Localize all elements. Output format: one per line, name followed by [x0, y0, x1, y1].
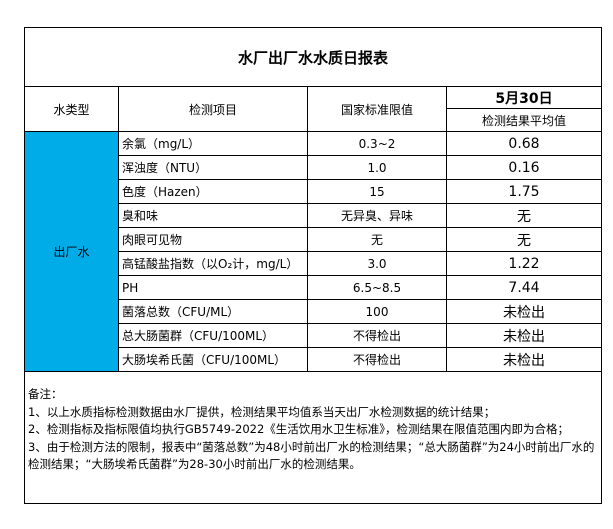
- item-cell: 大肠埃希氏菌（CFU/100ML）: [118, 347, 308, 372]
- limit-cell: 无异臭、异味: [307, 203, 447, 228]
- item-cell: 臭和味: [118, 203, 308, 228]
- report-title: 水厂出厂水水质日报表: [23, 27, 603, 87]
- limit-cell: 15: [307, 179, 447, 204]
- table-row: 色度（Hazen） 15 1.75: [25, 179, 603, 204]
- item-cell: 总大肠菌群（CFU/100ML）: [118, 323, 308, 348]
- result-cell: 未检出: [445, 347, 603, 372]
- result-cell: 0.16: [445, 155, 603, 180]
- result-cell: 0.68: [445, 131, 603, 156]
- table-row: PH 6.5~8.5 7.44: [25, 275, 603, 300]
- limit-cell: 1.0: [307, 155, 447, 180]
- item-cell: 高锰酸盐指数（以O₂计，mg/L）: [118, 251, 308, 276]
- water-quality-report-table: 水厂出厂水水质日报表 水类型 检测项目 国家标准限值 5月30日 检测结果平均值…: [23, 27, 603, 504]
- limit-cell: 不得检出: [307, 323, 447, 348]
- limit-cell: 6.5~8.5: [307, 275, 447, 300]
- water-type-cell: 出厂水: [24, 131, 119, 372]
- item-cell: 余氯（mg/L）: [118, 131, 308, 156]
- table-row: 浑浊度（NTU） 1.0 0.16: [25, 155, 603, 180]
- table-row: 大肠埃希氏菌（CFU/100ML） 不得检出 未检出: [25, 347, 603, 372]
- item-cell: PH: [118, 275, 308, 300]
- header-date: 5月30日: [445, 86, 603, 109]
- limit-cell: 不得检出: [307, 347, 447, 372]
- table-row: 菌落总数（CFU/ML） 100 未检出: [25, 299, 603, 324]
- result-cell: 未检出: [445, 323, 603, 348]
- note-3: 3、由于检测方法的限制，报表中“菌落总数”为48小时前出厂水的检测结果；“总大肠…: [28, 439, 595, 472]
- limit-cell: 100: [307, 299, 447, 324]
- result-cell: 未检出: [445, 299, 603, 324]
- result-cell: 1.22: [445, 251, 603, 276]
- table-row: 臭和味 无异臭、异味无: [25, 203, 603, 228]
- result-cell: 1.75: [445, 179, 603, 204]
- result-cell: 无: [445, 203, 603, 228]
- table-row: 肉眼可见物无无: [25, 227, 603, 252]
- item-cell: 浑浊度（NTU）: [118, 155, 308, 180]
- header-water-type: 水类型: [24, 86, 119, 132]
- table-row: 出厂水 余氯（mg/L） 0.3~2 0.68: [24, 131, 603, 372]
- limit-cell: 0.3~2: [307, 131, 447, 156]
- limit-cell: 无: [307, 227, 447, 252]
- note-2: 2、检测指标及指标限值均执行GB5749-2022《生活饮用水卫生标准》，检测结…: [28, 422, 570, 436]
- item-cell: 菌落总数（CFU/ML）: [118, 299, 308, 324]
- result-cell: 无: [445, 227, 603, 252]
- header-item: 检测项目: [118, 86, 308, 132]
- header-result: 检测结果平均值: [445, 108, 603, 132]
- item-cell: 肉眼可见物: [118, 227, 308, 252]
- limit-cell: 3.0: [307, 251, 447, 276]
- header-limit: 国家标准限值: [307, 86, 447, 132]
- notes-label: 备注：: [28, 387, 63, 401]
- item-cell: 色度（Hazen）: [118, 179, 308, 204]
- table-row: 总大肠菌群（CFU/100ML） 不得检出 未检出: [25, 323, 603, 348]
- notes: 备注： 1、以上水质指标检测数据由水厂提供，检测结果平均值系当天出厂水检测数据的…: [23, 371, 603, 504]
- result-cell: 7.44: [445, 275, 603, 300]
- note-1: 1、以上水质指标检测数据由水厂提供，检测结果平均值系当天出厂水检测数据的统计结果…: [28, 404, 496, 419]
- table-row: 高锰酸盐指数（以O₂计，mg/L） 3.0 1.22: [25, 251, 603, 276]
